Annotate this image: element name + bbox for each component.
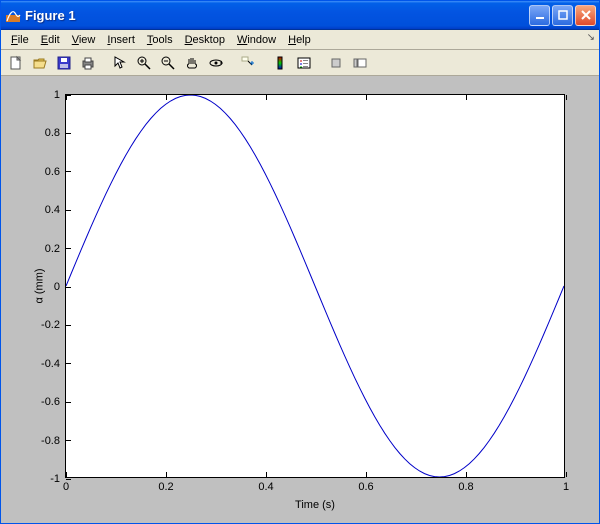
insert-colorbar-button[interactable] bbox=[269, 52, 291, 74]
menu-window[interactable]: Window bbox=[231, 33, 282, 47]
edit-plot-button[interactable] bbox=[109, 52, 131, 74]
xtick-mark bbox=[366, 95, 367, 100]
hide-plot-tools-button[interactable] bbox=[325, 52, 347, 74]
figure-window: Figure 1 File Edit View Insert Tools Des… bbox=[0, 0, 600, 524]
menu-help[interactable]: Help bbox=[282, 33, 317, 47]
ytick-label: 0.2 bbox=[45, 243, 60, 255]
matlab-figure-icon bbox=[5, 7, 21, 23]
menu-file[interactable]: File bbox=[5, 33, 35, 47]
x-axis-label: Time (s) bbox=[295, 499, 335, 511]
y-axis-label: α (mm) bbox=[34, 268, 46, 303]
xtick-mark bbox=[466, 472, 467, 477]
close-button[interactable] bbox=[575, 5, 596, 26]
titlebar[interactable]: Figure 1 bbox=[1, 1, 599, 30]
ytick-label: 0.4 bbox=[45, 204, 60, 216]
ytick-label: 0.6 bbox=[45, 166, 60, 178]
xtick-label: 0.8 bbox=[458, 481, 473, 493]
ytick-label: 1 bbox=[54, 89, 60, 101]
zoom-out-button[interactable] bbox=[157, 52, 179, 74]
data-cursor-button[interactable] bbox=[237, 52, 259, 74]
xtick-mark bbox=[166, 95, 167, 100]
xtick-label: 0.6 bbox=[358, 481, 373, 493]
save-button[interactable] bbox=[53, 52, 75, 74]
print-button[interactable] bbox=[77, 52, 99, 74]
minimize-button[interactable] bbox=[529, 5, 550, 26]
ytick-mark bbox=[66, 171, 71, 172]
line-plot bbox=[66, 95, 564, 477]
ytick-mark bbox=[66, 248, 71, 249]
menu-edit[interactable]: Edit bbox=[35, 33, 66, 47]
ytick-mark bbox=[66, 402, 71, 403]
xtick-mark bbox=[66, 95, 67, 100]
xtick-mark bbox=[566, 95, 567, 100]
ytick-mark bbox=[66, 325, 71, 326]
rotate3d-button[interactable] bbox=[205, 52, 227, 74]
ytick-label: -0.4 bbox=[41, 358, 60, 370]
xtick-mark bbox=[566, 472, 567, 477]
ytick-label: -0.2 bbox=[41, 319, 60, 331]
insert-legend-button[interactable] bbox=[293, 52, 315, 74]
new-figure-button[interactable] bbox=[5, 52, 27, 74]
window-title: Figure 1 bbox=[25, 8, 529, 23]
ytick-mark bbox=[66, 133, 71, 134]
ytick-label: -0.6 bbox=[41, 396, 60, 408]
ytick-mark bbox=[66, 479, 71, 480]
open-button[interactable] bbox=[29, 52, 51, 74]
maximize-button[interactable] bbox=[552, 5, 573, 26]
menu-desktop[interactable]: Desktop bbox=[179, 33, 231, 47]
xtick-label: 0 bbox=[63, 481, 69, 493]
menubar: File Edit View Insert Tools Desktop Wind… bbox=[1, 30, 599, 50]
ytick-label: -0.8 bbox=[41, 435, 60, 447]
ytick-label: 0 bbox=[54, 281, 60, 293]
xtick-mark bbox=[366, 472, 367, 477]
axes[interactable]: Time (s) α (mm) 00.20.40.60.81-1-0.8-0.6… bbox=[65, 94, 565, 478]
xtick-mark bbox=[266, 472, 267, 477]
menu-view[interactable]: View bbox=[66, 33, 102, 47]
figure-toolbar bbox=[1, 50, 599, 76]
ytick-mark bbox=[66, 287, 71, 288]
ytick-mark bbox=[66, 363, 71, 364]
xtick-label: 0.2 bbox=[158, 481, 173, 493]
ytick-label: 0.8 bbox=[45, 127, 60, 139]
window-control-buttons bbox=[529, 5, 596, 26]
show-plot-tools-button[interactable] bbox=[349, 52, 371, 74]
xtick-mark bbox=[166, 472, 167, 477]
menu-tools[interactable]: Tools bbox=[141, 33, 179, 47]
ytick-label: -1 bbox=[50, 473, 60, 485]
pan-button[interactable] bbox=[181, 52, 203, 74]
figure-canvas[interactable]: Time (s) α (mm) 0 0.2 0.4 0.6 0.8 1 -1 -0.8 -0.6… bbox=[1, 76, 599, 523]
ytick-mark bbox=[66, 95, 71, 96]
menu-insert[interactable]: Insert bbox=[101, 33, 141, 47]
xtick-label: 0.4 bbox=[258, 481, 273, 493]
ytick-mark bbox=[66, 210, 71, 211]
xtick-mark bbox=[466, 95, 467, 100]
dock-arrow-icon[interactable]: ↘ bbox=[587, 32, 595, 43]
zoom-in-button[interactable] bbox=[133, 52, 155, 74]
ytick-mark bbox=[66, 440, 71, 441]
xtick-mark bbox=[66, 472, 67, 477]
xtick-mark bbox=[266, 95, 267, 100]
xtick-label: 1 bbox=[563, 481, 569, 493]
